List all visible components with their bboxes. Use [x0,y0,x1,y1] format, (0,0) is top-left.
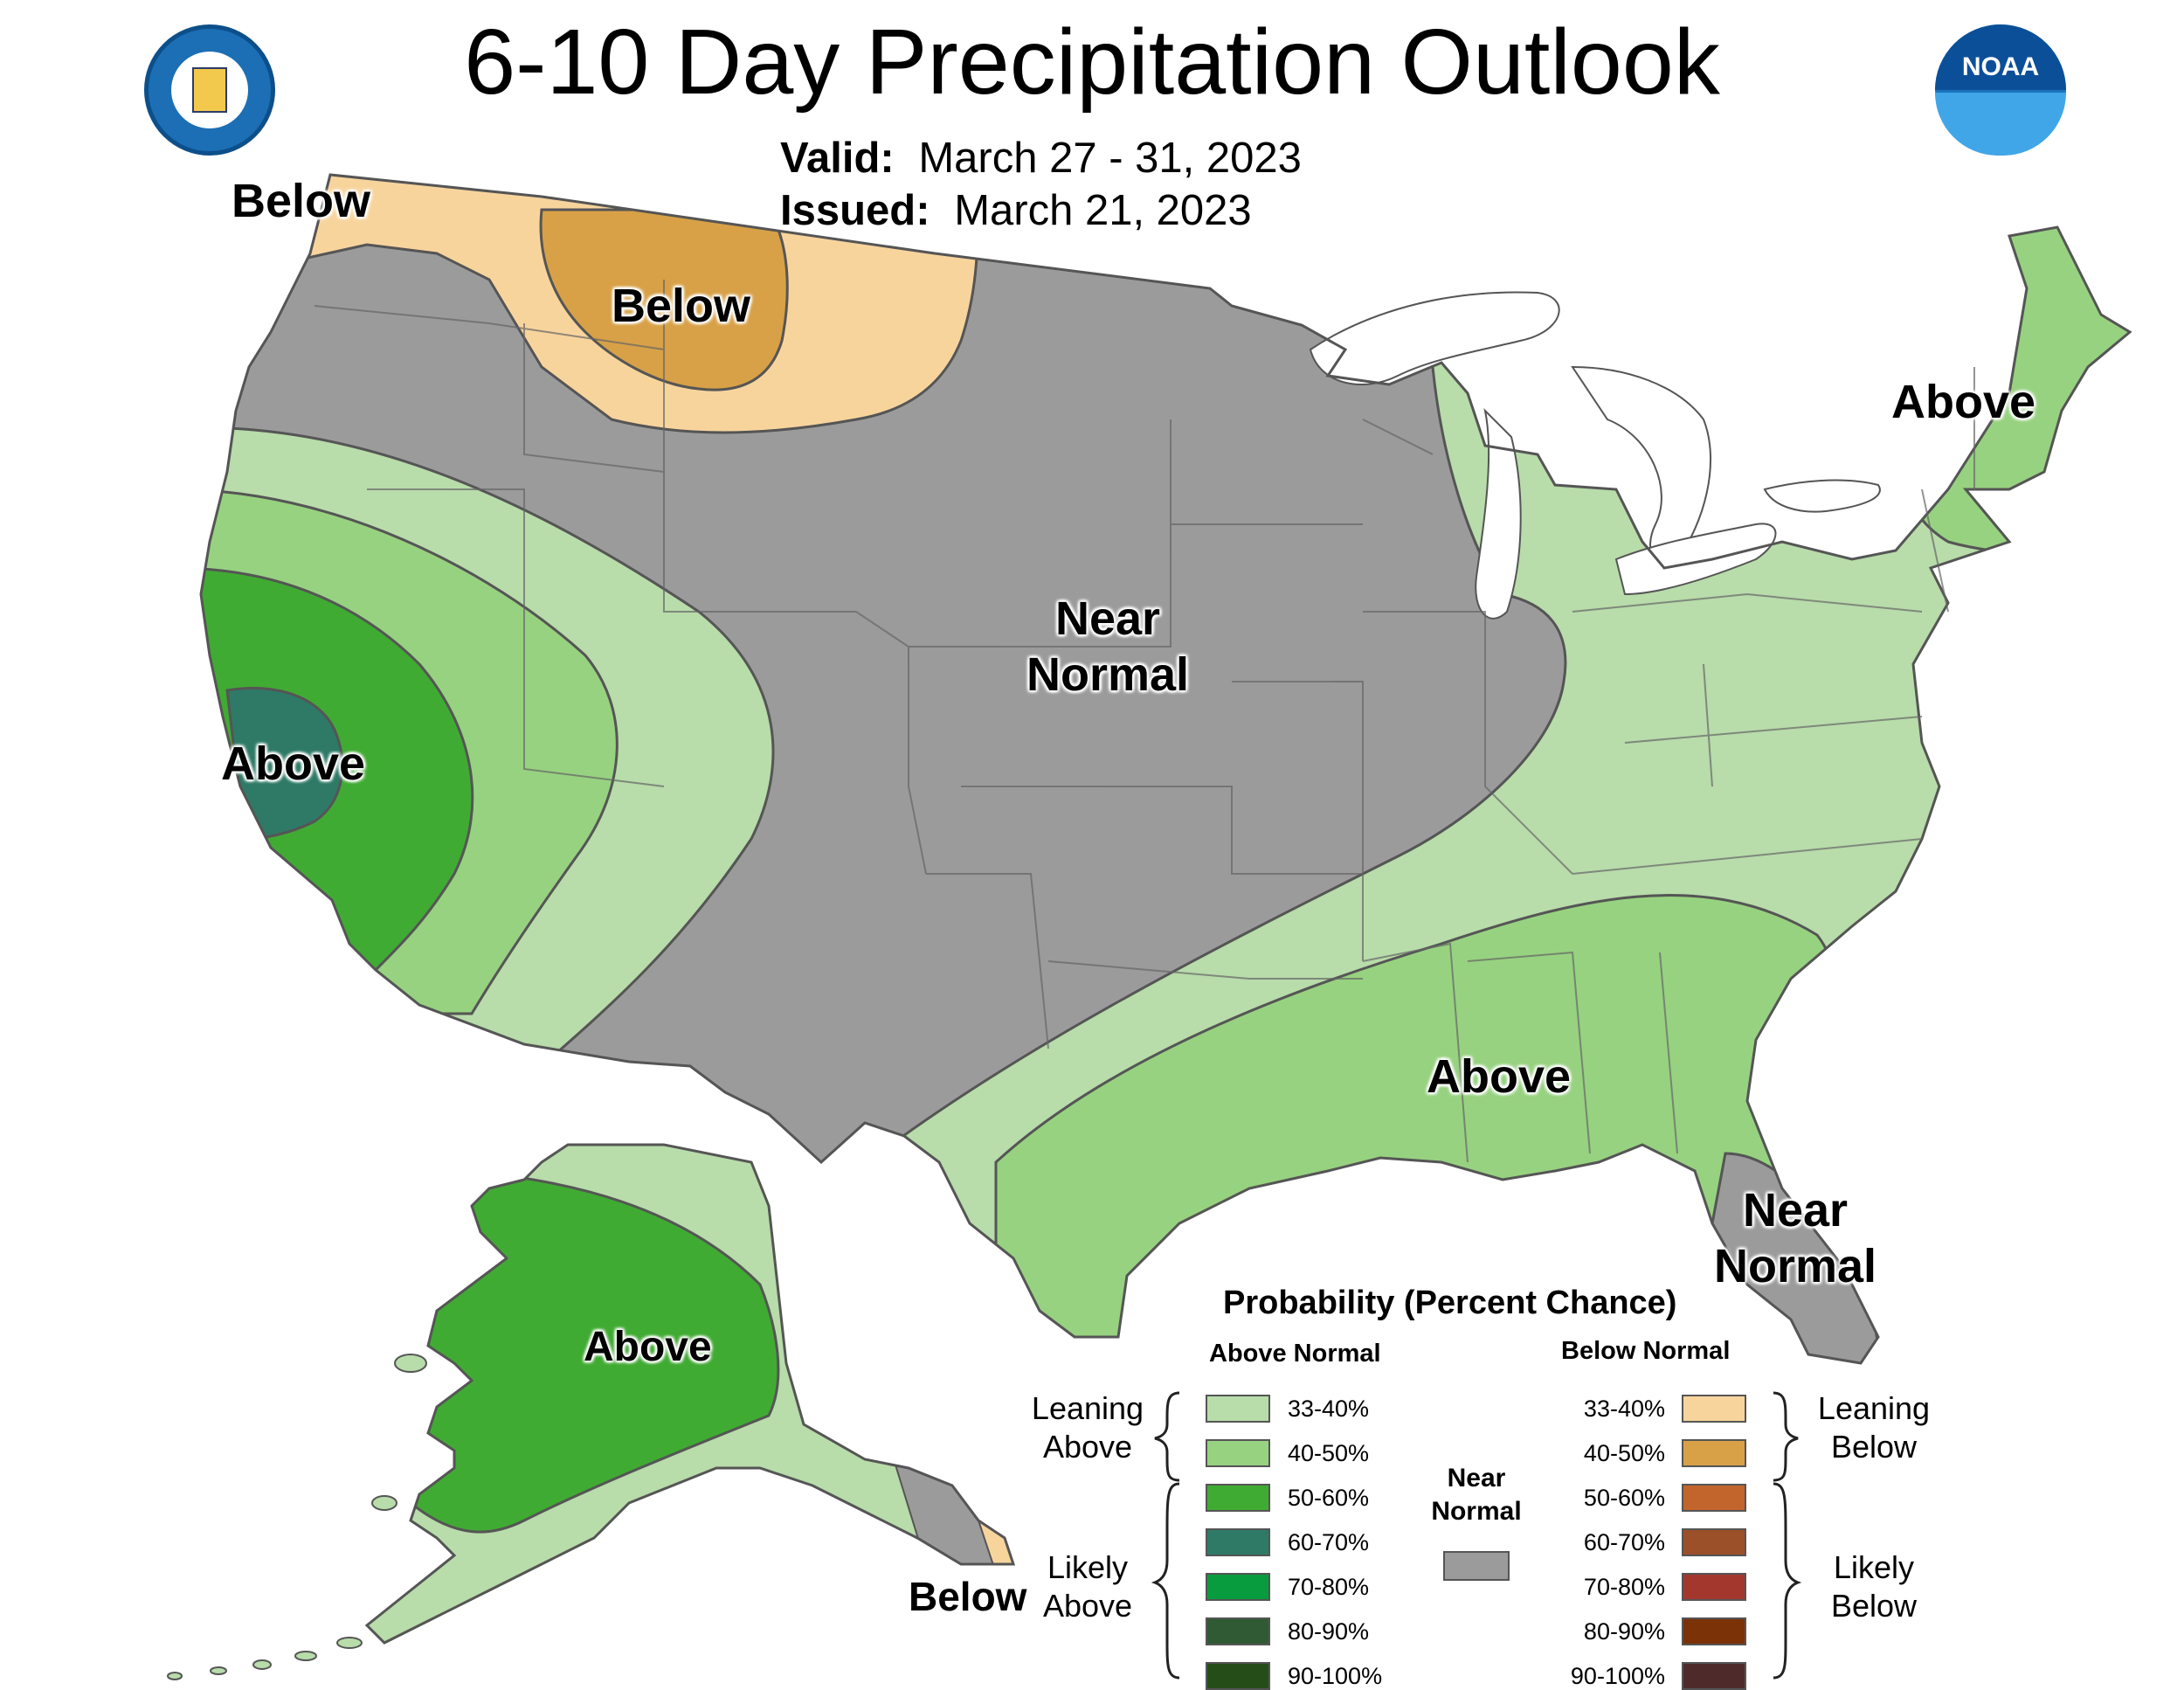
legend-group-likely-above: Likely Above [1042,1549,1133,1624]
legend-above-header: Above Normal [1209,1340,1381,1368]
region-label-above-southeast: Above [1427,1050,1572,1103]
legend-near-normal-label: Near Normal [1431,1464,1522,1526]
legend-below-swatch-50-60 [1682,1484,1746,1512]
issued-line: Issued: March 21, 2023 [780,185,1252,236]
legend-above-swatch-60-70 [1206,1528,1270,1556]
legend-below-label: 60-70% [1583,1529,1665,1555]
noaa-logo-text: NOAA [1961,52,2040,81]
legend-group-leaning-above: Leaning Above [1031,1390,1144,1465]
legend-below-header: Below Normal [1561,1337,1731,1365]
department-of-commerce-seal-icon [144,24,275,156]
legend-above-swatch-40-50 [1206,1439,1270,1467]
legend-group-likely-below: Likely Below [1830,1549,1918,1624]
region-label-below-northwest: Below [232,175,371,227]
region-label-above-northeast: Above [1891,376,2036,428]
legend-above-label: 80-90% [1288,1618,1370,1645]
legend-above-label: 90-100% [1288,1663,1383,1689]
legend-below-label: 33-40% [1583,1396,1665,1422]
issued-value: March 21, 2023 [954,187,1252,234]
region-label-below-alaska: Below [909,1574,1027,1619]
region-label-above-alaska: Above [584,1324,712,1370]
valid-line: Valid: March 27 - 31, 2023 [780,133,1302,184]
map-title: 6-10 Day Precipitation Outlook [464,10,1720,114]
legend-below-label: 70-80% [1583,1574,1665,1600]
noaa-logo-icon: NOAA [1935,24,2066,156]
legend-above-swatch-70-80 [1206,1573,1270,1601]
legend-below-label: 80-90% [1583,1618,1665,1645]
issued-label: Issued: [780,187,930,234]
legend-below-swatch-70-80 [1682,1573,1746,1601]
legend-below-label: 50-60% [1583,1485,1665,1511]
legend-below-swatch-60-70 [1682,1528,1746,1556]
legend-below-swatch-80-90 [1682,1617,1746,1645]
legend-above-label: 50-60% [1288,1485,1370,1511]
legend-above-label: 70-80% [1288,1574,1370,1600]
region-label-near-normal-florida: Near Normal [1713,1184,1877,1292]
legend-above-swatch-50-60 [1206,1484,1270,1512]
region-label-below-montana: Below [612,280,751,332]
legend-above-label: 60-70% [1288,1529,1370,1555]
legend-below-swatch-33-40 [1682,1395,1746,1423]
legend-near-normal-swatch [1443,1551,1510,1581]
legend-above-label: 33-40% [1288,1396,1370,1422]
legend-below-swatch-40-50 [1682,1439,1746,1467]
legend-group-leaning-below: Leaning Below [1817,1390,1931,1465]
valid-label: Valid: [780,135,895,182]
legend-below-label: 40-50% [1583,1440,1665,1466]
legend-braces-below [1773,1391,1802,1680]
legend-above-label: 40-50% [1288,1440,1370,1466]
legend-above-swatch-80-90 [1206,1617,1270,1645]
legend-braces-above [1151,1391,1180,1680]
legend-above-swatch-90-100 [1206,1662,1270,1690]
legend-title: Probability (Percent Chance) [1223,1285,1677,1321]
legend-below-label: 90-100% [1570,1663,1665,1689]
legend-below-swatch-90-100 [1682,1662,1746,1690]
valid-value: March 27 - 31, 2023 [918,135,1302,182]
region-label-above-california: Above [221,738,366,790]
legend-above-swatch-33-40 [1206,1395,1270,1423]
region-label-near-normal-central: Near Normal [1026,592,1190,701]
